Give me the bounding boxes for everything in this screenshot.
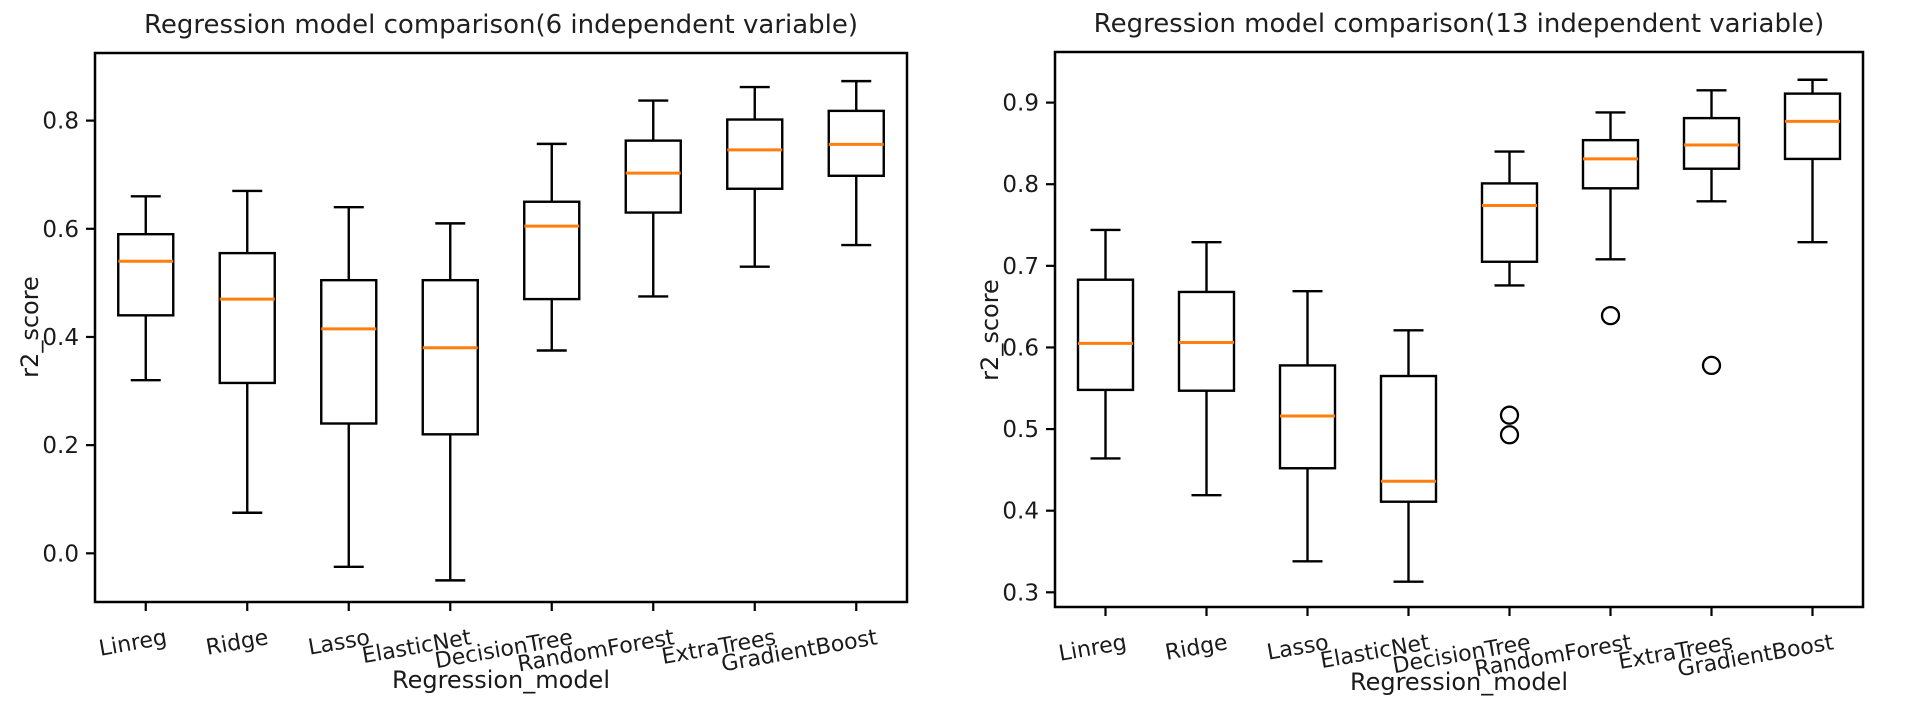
outlier-point <box>1701 355 1722 376</box>
right-chart-title: Regression model comparison(13 independe… <box>1093 9 1825 39</box>
box-Lasso <box>1278 289 1337 563</box>
iqr-box <box>726 118 784 190</box>
y-tick-label: 0.0 <box>42 541 79 567</box>
iqr-box <box>218 251 276 385</box>
plot-border <box>93 51 909 604</box>
box-ElasticNet <box>421 222 479 582</box>
iqr-box <box>1379 374 1438 503</box>
box-ExtraTrees <box>726 85 784 268</box>
box-ExtraTrees <box>1682 89 1741 376</box>
x-tick-label: Linreg <box>1057 630 1129 666</box>
box-DecisionTree <box>523 142 581 352</box>
y-tick-label: 0.6 <box>1002 335 1039 361</box>
left-chart: Regression model comparison(6 independen… <box>16 10 909 694</box>
plot-border <box>1053 50 1865 609</box>
iqr-box <box>421 278 479 436</box>
iqr-box <box>1581 138 1640 190</box>
y-tick-label: 0.5 <box>1002 417 1039 443</box>
box-RandomForest <box>1581 111 1640 326</box>
y-axis-ticks: 0.3 0.4 0.5 0.6 0.7 0.8 0.9 <box>1002 91 1055 606</box>
box-ElasticNet <box>1379 329 1438 583</box>
box-DecisionTree <box>1480 150 1539 445</box>
x-axis-ticks: Linreg Ridge LassoElasticNetDecisionTreeRa… <box>97 602 880 677</box>
y-axis-ticks: 0.0 0.2 0.4 0.6 0.8 <box>42 109 95 567</box>
y-tick-label: 0.4 <box>1002 499 1039 525</box>
iqr-box <box>1076 278 1135 392</box>
box-Ridge <box>218 189 276 514</box>
box-Lasso <box>320 205 378 569</box>
y-tick-label: 0.9 <box>1002 91 1039 117</box>
iqr-box <box>1682 116 1741 170</box>
iqr-box <box>1480 182 1539 263</box>
outlier-point <box>1600 305 1621 326</box>
x-axis-ticks: Linreg Ridge LassoElasticNetDecisionTreeRa… <box>1057 607 1836 682</box>
x-tick-label: Linreg <box>97 625 169 661</box>
box-Linreg <box>1076 228 1135 460</box>
y-tick-label: 0.8 <box>1002 172 1039 198</box>
y-tick-label: 0.6 <box>42 217 79 243</box>
x-tick-label: Ridge <box>1163 630 1229 666</box>
right-chart-x-axis-label: Regression_model <box>1349 668 1568 696</box>
y-tick-label: 0.8 <box>42 109 79 135</box>
box-Linreg <box>117 195 175 382</box>
iqr-box <box>117 232 175 317</box>
right-chart: Regression model comparison(13 independe… <box>957 0 1914 721</box>
y-tick-label: 0.7 <box>1002 254 1039 280</box>
iqr-box <box>624 139 682 214</box>
iqr-box <box>320 278 378 425</box>
left-chart-title: Regression model comparison(6 independen… <box>143 10 859 40</box>
box-Ridge <box>1177 240 1236 497</box>
box-RandomForest <box>624 99 682 298</box>
iqr-box <box>1783 92 1842 161</box>
y-tick-label: 0.2 <box>42 433 79 459</box>
y-tick-label: 0.4 <box>42 325 79 351</box>
box-GradientBoost <box>1783 78 1842 244</box>
box-GradientBoost <box>827 79 885 247</box>
y-tick-label: 0.3 <box>1002 580 1039 606</box>
outlier-point <box>1499 405 1520 425</box>
iqr-box <box>523 200 581 301</box>
outlier-point <box>1499 425 1520 445</box>
left-chart-x-axis-label: Regression_model <box>391 666 610 694</box>
x-tick-label: Ridge <box>204 625 270 661</box>
